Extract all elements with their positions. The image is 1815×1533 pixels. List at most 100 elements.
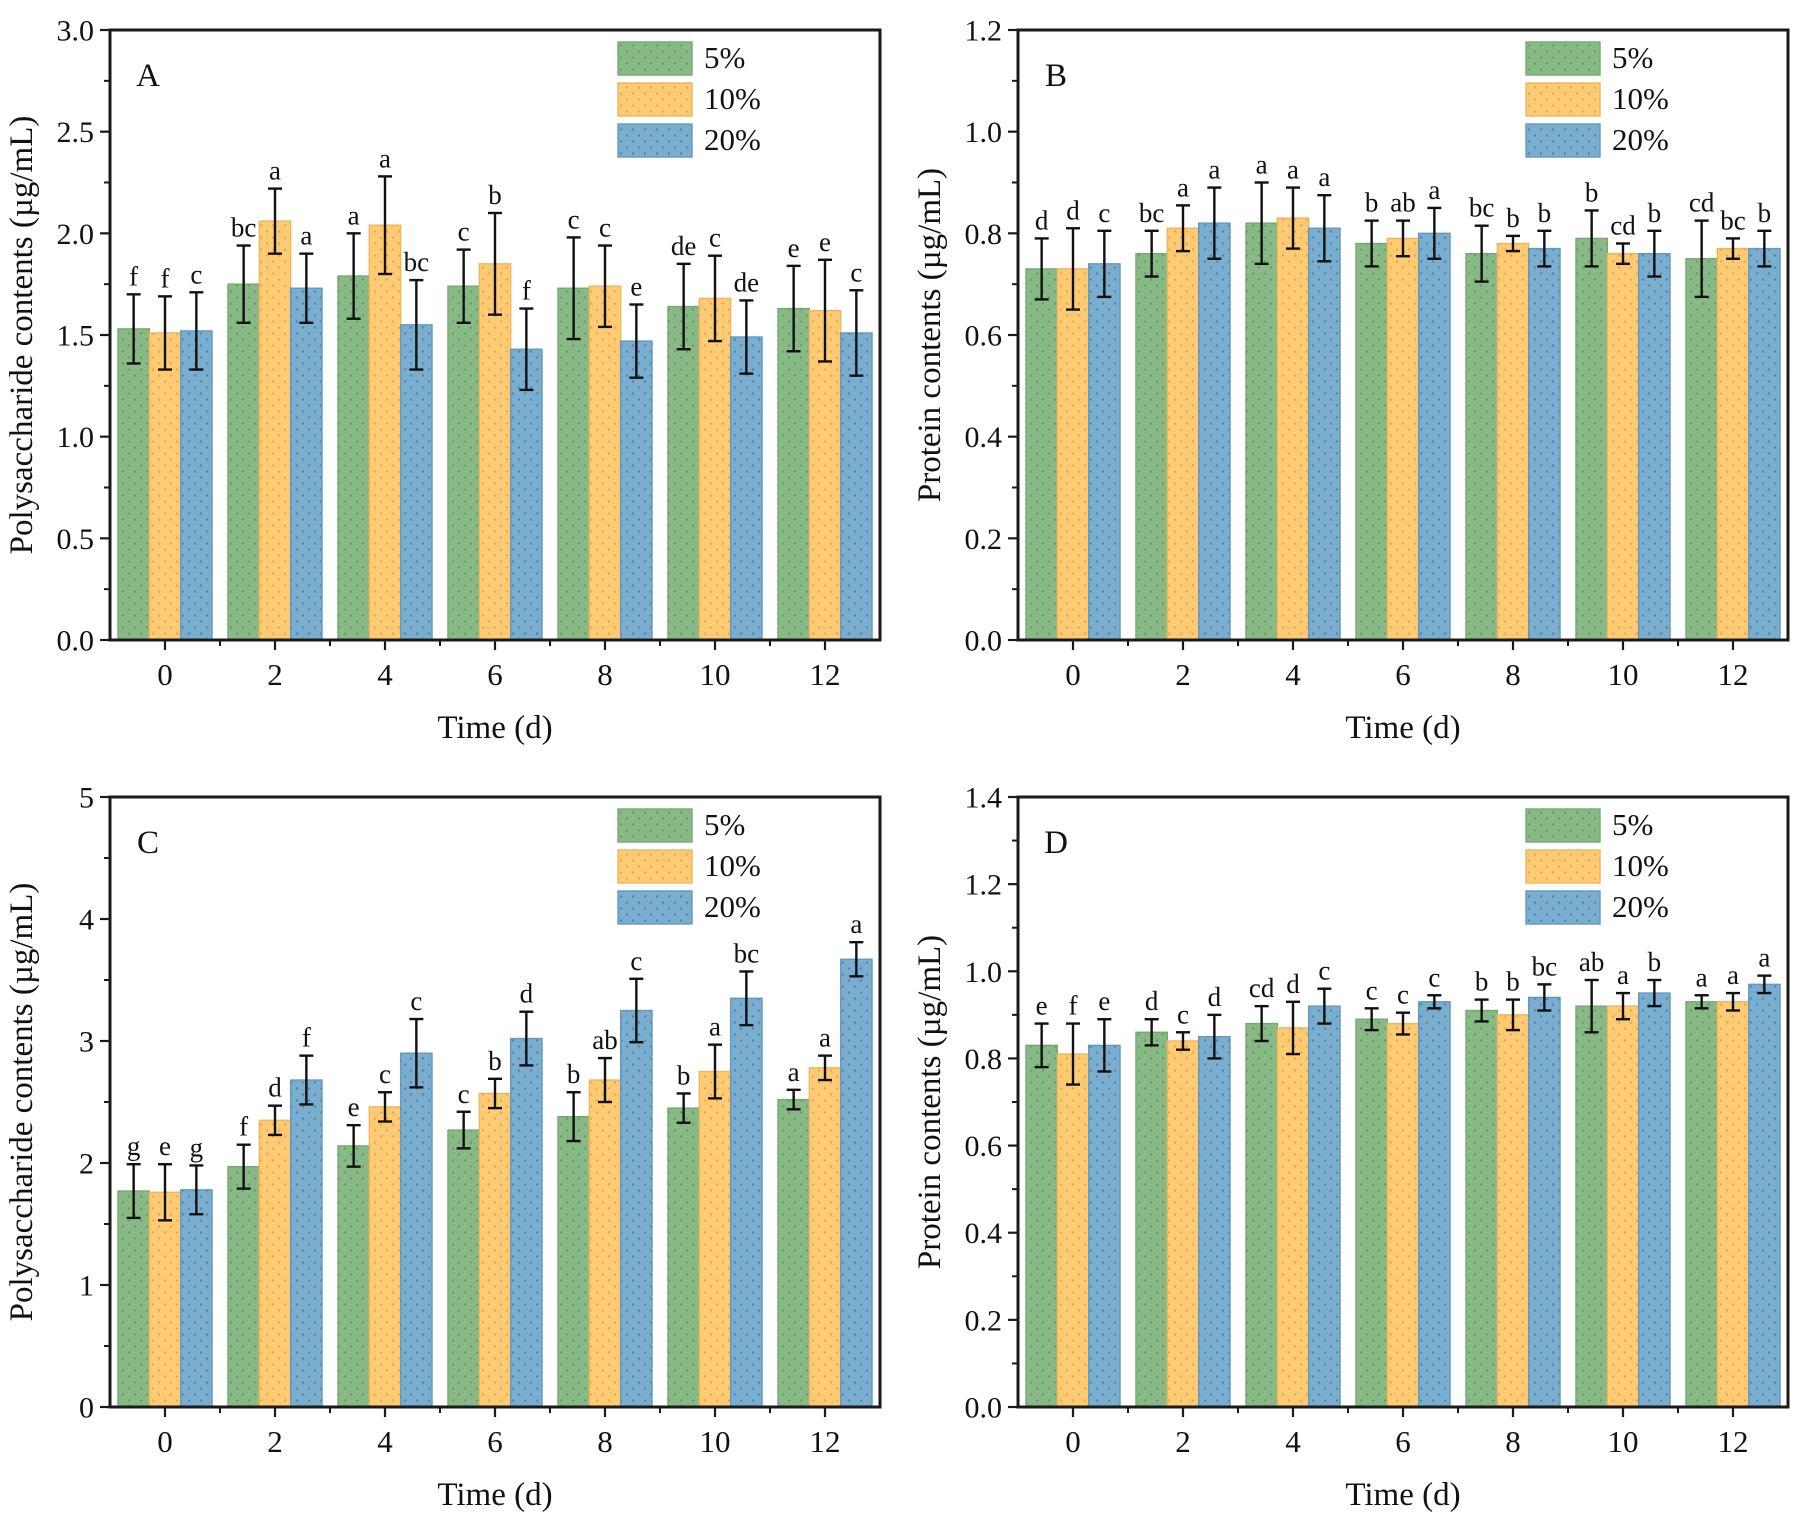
sig-letter: d bbox=[268, 1072, 282, 1102]
sig-letter: ab bbox=[592, 1025, 617, 1055]
sig-letter: a bbox=[1617, 960, 1629, 990]
error-bar bbox=[1316, 194, 1331, 263]
bar-5%-day2 bbox=[1134, 1031, 1168, 1408]
y-tick-label: 0.5 bbox=[57, 523, 95, 556]
sig-letter: cd bbox=[1610, 211, 1636, 241]
error-bar bbox=[1505, 997, 1520, 1031]
bar-5%-day4 bbox=[1244, 222, 1278, 641]
sig-letter: c bbox=[1428, 962, 1440, 992]
y-tick-label: 1.2 bbox=[964, 868, 1002, 901]
sig-letter: f bbox=[1068, 990, 1077, 1020]
sig-letter: c bbox=[190, 259, 202, 289]
bar-20%-day8 bbox=[619, 340, 653, 641]
bar-10%-day12 bbox=[1716, 1000, 1749, 1408]
error-bar bbox=[849, 940, 864, 978]
bar-10%-day6 bbox=[478, 1092, 512, 1408]
bar-5%-day10 bbox=[1574, 237, 1608, 641]
y-tick-label: 0.2 bbox=[964, 1304, 1002, 1337]
bar-5%-day12 bbox=[777, 307, 811, 641]
bar-20%-day12 bbox=[1747, 983, 1781, 1408]
y-tick-label: 0.6 bbox=[964, 320, 1002, 353]
error-bar bbox=[1584, 209, 1599, 268]
x-tick-label: 0 bbox=[1065, 657, 1081, 692]
bar-20%-day0 bbox=[179, 1188, 213, 1408]
bar-10%-day12 bbox=[808, 1066, 842, 1408]
error-bar bbox=[1756, 229, 1771, 268]
error-bar bbox=[346, 1123, 361, 1168]
error-bar bbox=[818, 1053, 832, 1081]
y-tick-label: 1 bbox=[79, 1269, 94, 1302]
error-bar bbox=[346, 232, 361, 320]
error-bar bbox=[1065, 227, 1080, 311]
error-bar bbox=[1206, 186, 1221, 260]
error-bar bbox=[1285, 186, 1300, 250]
error-bar bbox=[1395, 1010, 1410, 1036]
bar-5%-day10 bbox=[667, 305, 701, 641]
error-bar bbox=[1584, 978, 1599, 1033]
error-bar bbox=[849, 289, 864, 377]
bar-5%-day2 bbox=[227, 1165, 261, 1408]
legend-label-10%: 10% bbox=[1612, 81, 1669, 116]
error-bar bbox=[1646, 978, 1661, 1007]
error-bar bbox=[1536, 229, 1551, 268]
bar-5%-day10 bbox=[1574, 1004, 1608, 1408]
bar-5%-day8 bbox=[1464, 252, 1498, 641]
sig-letter: b bbox=[1537, 198, 1551, 228]
sig-letter: d bbox=[520, 978, 534, 1008]
sig-letter: b bbox=[1474, 966, 1488, 996]
error-bar bbox=[818, 258, 832, 363]
bar-5%-day8 bbox=[557, 287, 591, 641]
error-bar bbox=[1096, 229, 1111, 299]
sig-letter: d bbox=[1066, 195, 1080, 225]
y-tick-label: 1.4 bbox=[964, 781, 1002, 814]
legend-label-20%: 20% bbox=[1612, 122, 1669, 157]
sig-letter: a bbox=[348, 200, 360, 230]
x-tick-label: 0 bbox=[157, 657, 173, 692]
sig-letter: f bbox=[522, 276, 531, 306]
bar-5%-day0 bbox=[1024, 1044, 1058, 1408]
bar-5%-day6 bbox=[447, 1128, 481, 1408]
error-bar bbox=[1395, 219, 1410, 258]
legend-label-10%: 10% bbox=[704, 848, 761, 883]
y-tick-label: 0.6 bbox=[964, 1130, 1002, 1163]
bar-5%-day0 bbox=[1024, 268, 1058, 641]
bar-10%-day4 bbox=[368, 224, 402, 641]
sig-letter: a bbox=[819, 1022, 831, 1052]
error-bar bbox=[519, 307, 534, 392]
error-bar bbox=[708, 1042, 722, 1100]
sig-letter: f bbox=[239, 1111, 248, 1141]
error-bar bbox=[1144, 229, 1159, 278]
error-bar bbox=[1254, 181, 1269, 266]
sig-letter: c bbox=[1365, 975, 1377, 1005]
sig-letter: b bbox=[1364, 188, 1378, 218]
error-bar bbox=[1426, 206, 1441, 260]
error-bar bbox=[126, 293, 141, 365]
bar-10%-day6 bbox=[1386, 1022, 1419, 1408]
panel-letter: C bbox=[137, 825, 159, 861]
sig-letter: b bbox=[488, 1045, 502, 1075]
x-axis-label: Time (d) bbox=[437, 710, 552, 746]
legend-swatch-10% bbox=[1524, 82, 1601, 117]
error-bar bbox=[598, 244, 612, 329]
bar-20%-day4 bbox=[1307, 1004, 1341, 1408]
sig-letter: cd bbox=[1248, 973, 1274, 1003]
sig-letter: a bbox=[1318, 162, 1330, 192]
y-tick-label: 0 bbox=[79, 1391, 94, 1424]
error-bar bbox=[1285, 1000, 1300, 1055]
x-tick-label: 4 bbox=[1285, 657, 1301, 692]
error-bar bbox=[519, 1010, 534, 1067]
y-tick-label: 1.5 bbox=[57, 320, 95, 353]
bar-5%-day4 bbox=[1244, 1022, 1278, 1408]
error-bar bbox=[1426, 993, 1441, 1010]
error-bar bbox=[629, 303, 644, 379]
sig-letter: g bbox=[190, 1132, 204, 1162]
legend-label-5%: 5% bbox=[704, 807, 745, 842]
bar-20%-day4 bbox=[399, 324, 433, 641]
y-tick-label: 0.4 bbox=[964, 421, 1002, 454]
bar-5%-day12 bbox=[1684, 258, 1718, 641]
sig-letter: b bbox=[1647, 947, 1661, 977]
sig-letter: d bbox=[1207, 981, 1221, 1011]
bar-10%-day12 bbox=[1716, 247, 1749, 641]
y-axis-label: Polysaccharide contents (µg/mL) bbox=[4, 116, 40, 555]
